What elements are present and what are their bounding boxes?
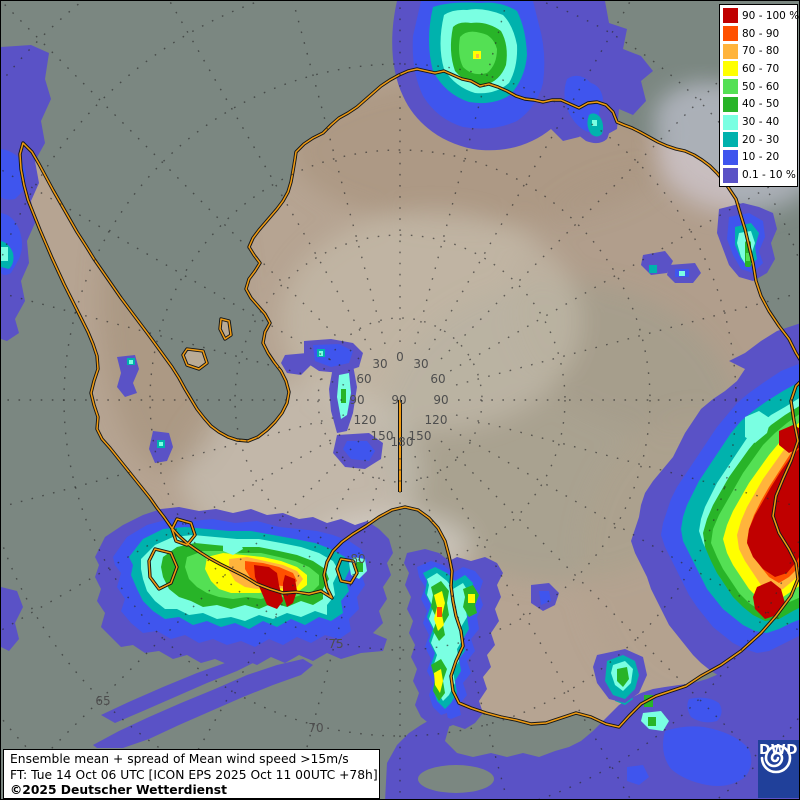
- graticule-labels: 0 30 30 60 60 90 90 90 120 120 150 150 1…: [95, 350, 448, 735]
- legend-label: 20 - 30: [742, 133, 780, 146]
- legend-label: 80 - 90: [742, 27, 780, 40]
- meridian-label: 0: [396, 350, 404, 364]
- legend-row: 30 - 40: [723, 113, 797, 131]
- meridian-label: 60: [356, 372, 371, 386]
- meridian-label: 90: [433, 393, 448, 407]
- legend-label: 90 - 100 %: [742, 9, 800, 22]
- legend-label: 50 - 60: [742, 80, 780, 93]
- meridian-label: 150: [371, 429, 394, 443]
- legend-swatch: [723, 132, 738, 148]
- info-box: Ensemble mean + spread of Mean wind spee…: [3, 749, 380, 799]
- dwd-spiral-icon: [760, 744, 792, 774]
- legend-row: 40 - 50: [723, 96, 797, 114]
- legend-swatch: [723, 8, 738, 24]
- legend-label: 30 - 40: [742, 116, 780, 129]
- legend-row: 20 - 30: [723, 131, 797, 149]
- legend-swatch: [723, 96, 738, 112]
- legend-row: 90 - 100 %: [723, 7, 800, 25]
- latitude-label: 80: [350, 552, 365, 566]
- copyright: ©2025 Deutscher Wetterdienst: [10, 783, 227, 797]
- legend-swatch: [723, 61, 738, 77]
- legend-row: 50 - 60: [723, 78, 797, 96]
- meridian-label: 30: [413, 357, 428, 371]
- legend-swatch: [723, 167, 738, 183]
- dwd-logo: DWD: [758, 740, 799, 798]
- legend-swatch: [723, 79, 738, 95]
- dwd-logo-text: DWD: [759, 742, 798, 758]
- product-title: Ensemble mean + spread of Mean wind spee…: [10, 752, 349, 766]
- legend-label: 40 - 50: [742, 98, 780, 111]
- legend-swatch: [723, 26, 738, 42]
- legend-row: 60 - 70: [723, 60, 797, 78]
- meridian-label: 180: [391, 435, 414, 449]
- legend-row: 70 - 80: [723, 42, 797, 60]
- legend: 90 - 100 % 80 - 90 70 - 80 60 - 70 50 - …: [719, 4, 800, 187]
- meridian-label: 90: [349, 393, 364, 407]
- forecast-time: FT: Tue 14 Oct 06 UTC [ICON EPS 2025 Oct…: [10, 767, 378, 782]
- meridian-label: 150: [409, 429, 432, 443]
- meridian-label: 60: [430, 372, 445, 386]
- legend-row: 80 - 90: [723, 25, 797, 43]
- legend-row: 10 - 20: [723, 149, 797, 167]
- legend-label: 60 - 70: [742, 62, 780, 75]
- meridian-label: 30: [372, 357, 387, 371]
- meridian-label: 120: [425, 413, 448, 427]
- meridian-label: 120: [354, 413, 377, 427]
- latitude-label: 65: [95, 694, 110, 708]
- legend-row: 0.1 - 10 %: [723, 166, 797, 184]
- legend-label: 10 - 20: [742, 151, 780, 164]
- latitude-label: 70: [308, 721, 323, 735]
- legend-swatch: [723, 43, 738, 59]
- legend-swatch: [723, 149, 738, 165]
- latitude-label: 75: [328, 637, 343, 651]
- legend-label: 70 - 80: [742, 45, 780, 58]
- legend-label: 0.1 - 10 %: [742, 169, 796, 182]
- legend-swatch: [723, 114, 738, 130]
- meridian-label: 90: [391, 393, 406, 407]
